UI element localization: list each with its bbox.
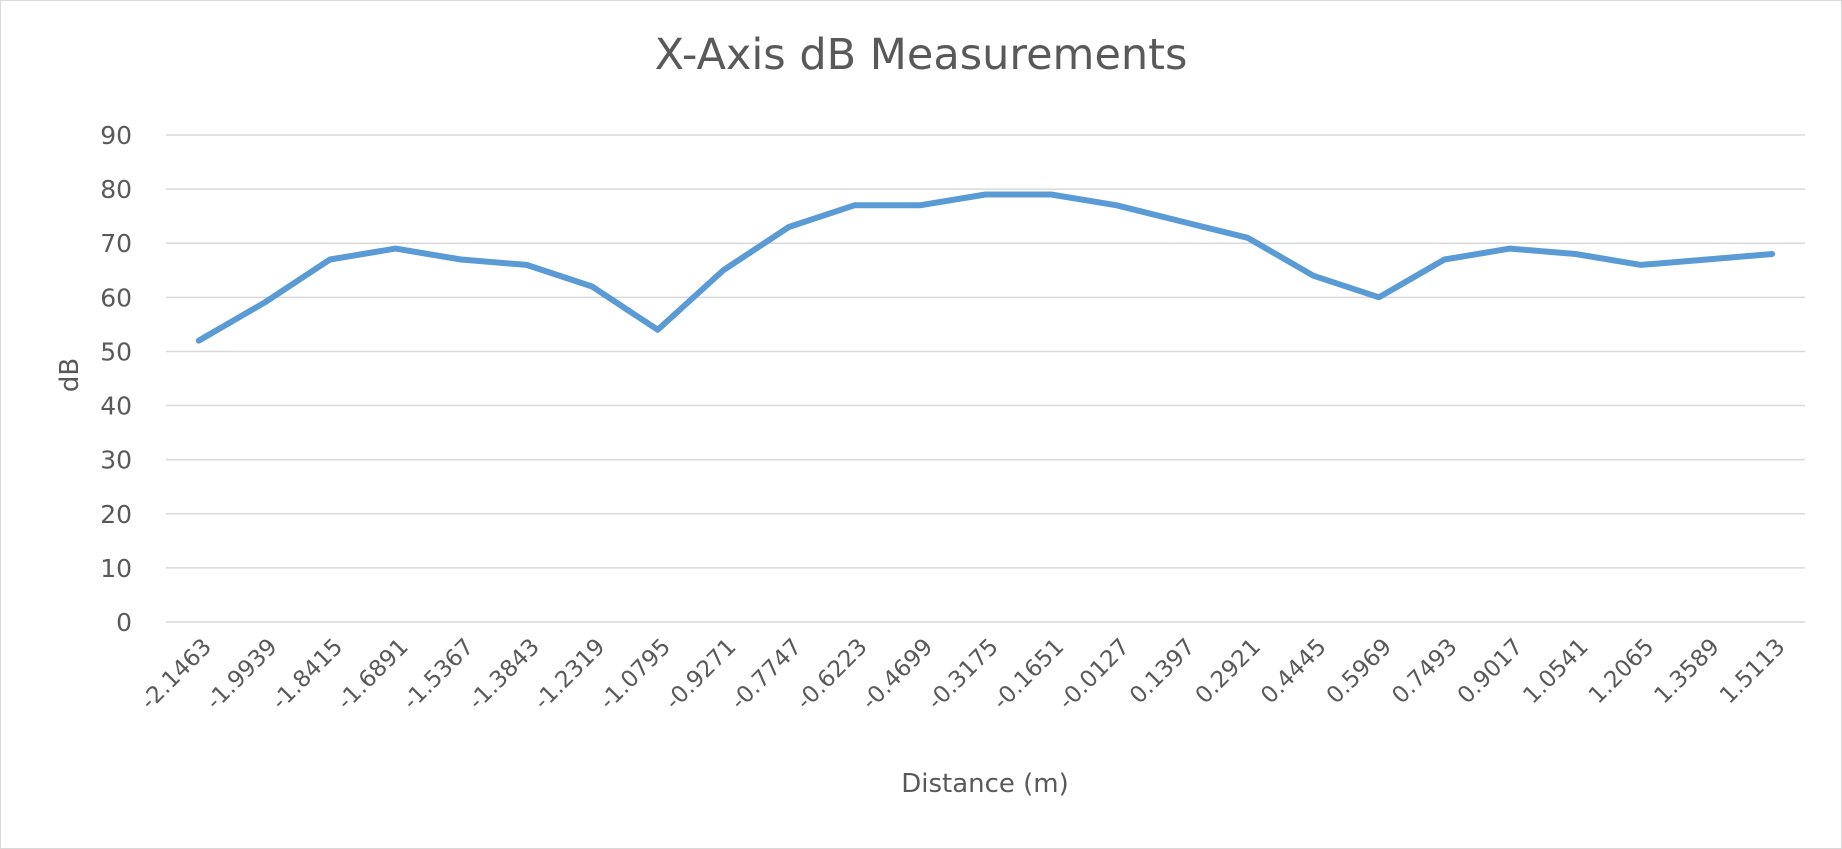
x-tick-label: -1.6891 [333,634,414,715]
x-tick-label: -0.0127 [1054,634,1135,715]
y-tick-label: 10 [100,554,132,583]
x-tick-label: 1.0541 [1518,634,1593,709]
x-tick-label: -0.7747 [726,634,807,715]
x-axis-tick-labels: -2.1463-1.9939-1.8415-1.6891-1.5367-1.38… [136,634,1791,715]
x-tick-label: -0.3175 [923,634,1004,715]
x-tick-label: 1.5113 [1715,634,1790,709]
x-tick-label: 0.7493 [1387,634,1462,709]
x-tick-label: -0.4699 [857,634,938,715]
x-axis-title: Distance (m) [901,769,1069,799]
x-tick-label: -1.2319 [529,634,610,715]
y-tick-label: 50 [100,337,132,366]
y-tick-label: 40 [100,392,132,421]
y-tick-label: 20 [100,500,132,529]
y-axis-title: dB [55,358,85,392]
x-tick-label: -2.1463 [136,634,217,715]
x-tick-label: 1.2065 [1584,634,1659,709]
x-tick-label: -1.8415 [267,634,348,715]
x-tick-label: 0.4445 [1256,634,1331,709]
x-tick-label: 0.1397 [1125,634,1200,709]
x-tick-label: 0.9017 [1453,634,1528,709]
x-tick-label: 1.3589 [1650,634,1725,709]
x-tick-label: -0.6223 [791,634,872,715]
y-tick-label: 30 [100,446,132,475]
y-tick-label: 90 [100,121,132,150]
y-tick-label: 0 [116,608,132,637]
x-tick-label: -0.9271 [660,634,741,715]
x-tick-label: -1.0795 [595,634,676,715]
gridlines [166,134,1805,623]
series-group [195,191,1776,344]
x-tick-label: 0.2921 [1191,634,1266,709]
series-line-0 [195,191,1776,344]
x-tick-label: 0.5969 [1322,634,1397,709]
x-tick-label: -1.9939 [201,634,282,715]
y-tick-label: 70 [100,229,132,258]
x-tick-label: -1.5367 [398,634,479,715]
y-tick-label: 80 [100,175,132,204]
y-tick-label: 60 [100,283,132,312]
x-tick-label: -0.1651 [988,634,1069,715]
chart-title: X-Axis dB Measurements [654,30,1188,80]
x-tick-label: -1.3843 [464,634,545,715]
y-axis-tick-labels: 0 10 20 30 40 50 60 70 80 90 [100,121,132,637]
